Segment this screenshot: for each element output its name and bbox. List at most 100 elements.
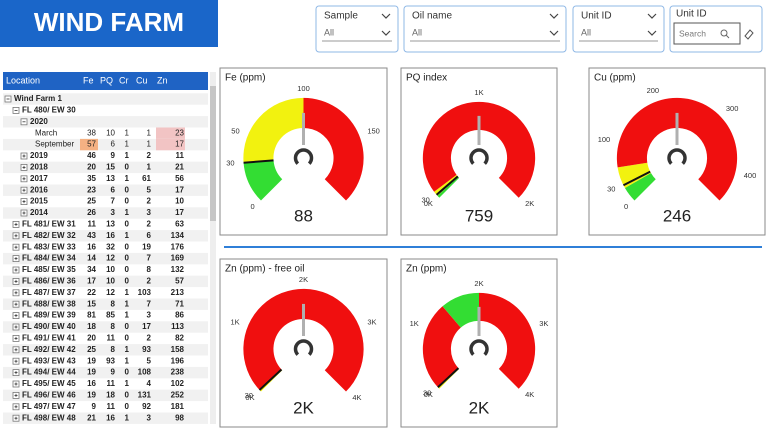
table-cell: 8 <box>147 265 152 274</box>
search-placeholder: Search <box>679 28 706 38</box>
row-label: FL 482/ EW 32 <box>22 231 76 240</box>
row-label: FL 488/ EW 38 <box>22 299 76 308</box>
slicer-value: All <box>581 27 591 37</box>
gauge-tick-label: 3K <box>539 319 548 328</box>
table-cell: 19 <box>87 391 96 400</box>
gauge-value: 2K <box>293 398 314 417</box>
table-cell: 23 <box>175 128 184 137</box>
table-cell: 113 <box>171 322 184 331</box>
row-band <box>3 161 208 174</box>
row-label: FL 492/ EW 42 <box>22 345 76 354</box>
gauge-tick-label: 0K <box>424 199 433 208</box>
row-band <box>3 93 208 105</box>
gauge-tick-label: 0K <box>424 390 433 399</box>
row-band <box>3 366 208 379</box>
table-cell: 102 <box>171 379 185 388</box>
table-cell: 0 <box>125 368 130 377</box>
row-band <box>3 389 208 402</box>
chevron <box>647 13 657 19</box>
table-cell: 71 <box>175 299 184 308</box>
table-cell: 6 <box>147 231 152 240</box>
table-cell: 9 <box>111 151 116 160</box>
table-cell: 9 <box>111 368 116 377</box>
table-cell: 0 <box>125 242 130 251</box>
table-cell: 0 <box>125 265 130 274</box>
table-cell: 15 <box>87 299 96 308</box>
gauge-band <box>422 306 461 388</box>
chevron <box>549 30 559 36</box>
gauge-tick-label: 200 <box>647 86 660 95</box>
table-cell: 21 <box>175 163 184 172</box>
table-cell: 0 <box>125 185 130 194</box>
gauge-title: Zn (ppm) - free oil <box>225 264 304 275</box>
gauge-band <box>303 97 364 201</box>
table-cell: 17 <box>175 208 184 217</box>
table-cell: 15 <box>106 163 115 172</box>
table-cell: 169 <box>171 254 185 263</box>
gauge-tick-label: 0K <box>245 393 254 402</box>
gauge-value: 88 <box>294 206 313 225</box>
table-cell: 13 <box>106 220 115 229</box>
table-cell: 2 <box>147 220 152 229</box>
table-cell: 213 <box>171 288 185 297</box>
search-icon <box>720 29 728 37</box>
gauge-tick-label: 1K <box>410 319 419 328</box>
table-cell: 13 <box>106 174 115 183</box>
table-cell: 6 <box>111 185 116 194</box>
gauge-tick-label: 1K <box>474 88 483 97</box>
table-cell: 43 <box>87 231 96 240</box>
gauge-band <box>437 176 460 198</box>
table-cell: 17 <box>175 185 184 194</box>
row-band <box>3 207 208 219</box>
row-label: March <box>35 128 57 137</box>
table-cell: 92 <box>142 402 151 411</box>
chevron <box>381 13 391 19</box>
gauge-title: PQ index <box>406 73 447 84</box>
table-cell: 3 <box>147 413 152 422</box>
table-cell: 1 <box>125 345 130 354</box>
row-label: 2020 <box>30 117 48 126</box>
row-band <box>3 184 208 196</box>
table-cell: 12 <box>106 288 115 297</box>
gauge-band <box>624 173 656 201</box>
row-label: FL 486/ EW 36 <box>22 277 76 286</box>
gauge-hub <box>293 148 314 165</box>
table-cell: 0 <box>125 322 130 331</box>
eraser-icon[interactable] <box>744 29 754 40</box>
gauge-band <box>616 97 738 201</box>
row-label: FL 489/ EW 39 <box>22 311 76 320</box>
table-cell: 11 <box>88 220 97 229</box>
cell-highlight <box>156 138 185 151</box>
table-cell: 32 <box>106 242 115 251</box>
row-label: FL 498/ EW 48 <box>22 413 76 422</box>
table-cell: 10 <box>175 197 184 206</box>
table-cell: 18 <box>106 391 115 400</box>
gauge-marker <box>258 368 283 391</box>
search-box[interactable] <box>673 22 741 45</box>
gauge-tick-label: 50 <box>231 127 239 136</box>
table-cell: 3 <box>147 311 152 320</box>
table-cell: 108 <box>138 368 152 377</box>
table-cell: 1 <box>125 208 130 217</box>
table-cell: 20 <box>87 334 96 343</box>
table-cell: 46 <box>87 151 96 160</box>
row-label: FL 481/ EW 31 <box>22 220 76 229</box>
table-cell: 11 <box>176 151 185 160</box>
column-header: PQ <box>100 75 113 85</box>
table-cell: 158 <box>171 345 185 354</box>
search-label: Unit ID <box>676 9 707 20</box>
table-cell: 35 <box>87 174 96 183</box>
gauge-title: Fe (ppm) <box>225 73 266 84</box>
table-cell: 1 <box>125 413 130 422</box>
slicer-label: Sample <box>324 11 358 22</box>
table-cell: 18 <box>87 322 96 331</box>
table-cell: 82 <box>175 334 184 343</box>
row-band <box>3 298 208 310</box>
scrollbar-thumb[interactable] <box>210 86 216 221</box>
table-cell: 1 <box>125 128 130 137</box>
table-cell: 38 <box>87 128 96 137</box>
gauge-tick-label: 30 <box>421 196 429 205</box>
slicer-value: All <box>412 27 422 37</box>
table-cell: 56 <box>175 174 184 183</box>
